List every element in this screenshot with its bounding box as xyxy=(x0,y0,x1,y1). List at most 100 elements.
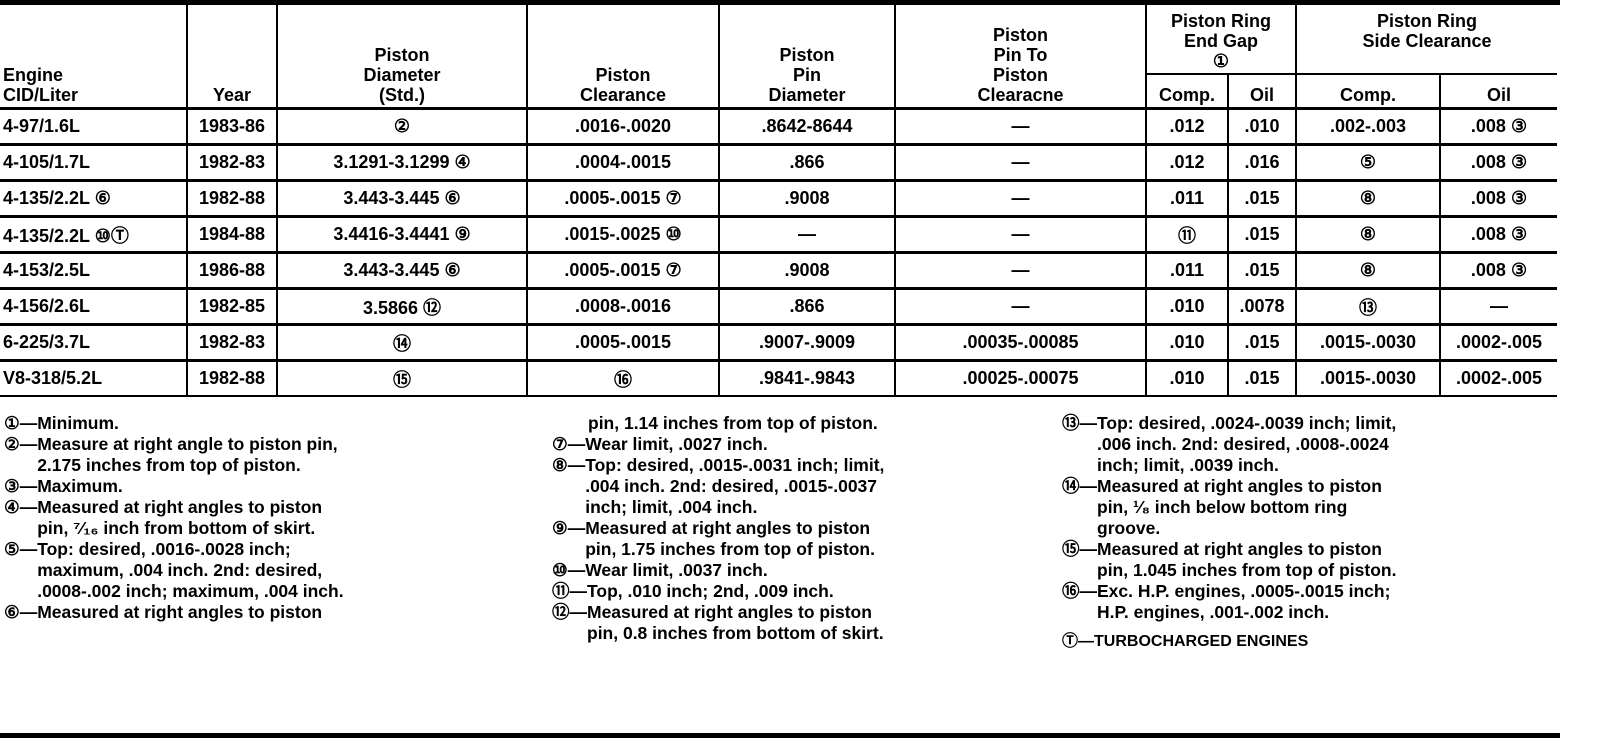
footnote-marker: ③— xyxy=(4,476,38,496)
table-cell: ⑮ xyxy=(276,359,528,397)
table-cell: V8-318/5.2L xyxy=(0,359,188,397)
header-end-gap: Piston Ring End Gap ① xyxy=(1145,5,1297,75)
footnote-marker: ⑥— xyxy=(4,602,38,622)
footnote: ⑦— Wear limit, .0027 inch. xyxy=(552,434,1042,455)
piston-specs-table: Engine CID/Liter Year Piston Diameter (S… xyxy=(0,5,1557,397)
table-cell: .0015-.0030 xyxy=(1295,359,1441,397)
footnote: ⑥— Measured at right angles to piston xyxy=(4,602,524,623)
table-cell: .9008 xyxy=(718,179,896,218)
table-cell: ⑯ xyxy=(526,359,720,397)
table-cell: 1982-85 xyxy=(186,287,278,326)
table-cell: .0002-.005 xyxy=(1439,323,1557,362)
footnotes-column-2: pin, 1.14 inches from top of piston. ⑦— W… xyxy=(552,413,1042,644)
table-cell: .010 xyxy=(1227,107,1297,146)
table-cell: ⑤ xyxy=(1295,143,1441,182)
footnote: ⑨— Measured at right angles to piston pin… xyxy=(552,518,1042,560)
header-end-gap-comp: Comp. xyxy=(1145,73,1229,110)
footnote-text: Measured at right angles to piston pin, … xyxy=(1097,539,1397,580)
table-cell: .0005-.0015 xyxy=(526,323,720,362)
table-cell: .010 xyxy=(1145,359,1229,397)
footnote-marker: ①— xyxy=(4,413,38,433)
footnote: ⑤— Top: desired, .0016-.0028 inch; maximu… xyxy=(4,539,524,602)
header-year: Year xyxy=(186,5,278,110)
table-cell: 1983-86 xyxy=(186,107,278,146)
table-row: 4-105/1.7L 1982-83 3.1291-3.1299 ④ .0004-.0… xyxy=(0,143,1557,182)
table-cell: .0016-.0020 xyxy=(526,107,720,146)
footnote-text: Top: desired, .0024-.0039 inch; limit, .… xyxy=(1097,413,1397,475)
footnote-marker: ④— xyxy=(4,497,38,517)
table-cell: 3.443-3.445 ⑥ xyxy=(276,179,528,218)
table-cell: .012 xyxy=(1145,107,1229,146)
footnote-text: Maximum. xyxy=(37,476,123,496)
table-cell: .00035-.00085 xyxy=(894,323,1147,362)
turbocharged-legend: Ⓣ—TURBOCHARGED ENGINES xyxy=(1062,633,1309,650)
footnote: ⑫— Measured at right angles to piston pin… xyxy=(552,602,1042,644)
table-row: 4-97/1.6L 1983-86 ② .0016-.0020.8642-8644—.… xyxy=(0,107,1557,146)
footnote: ⑮— Measured at right angles to piston pin… xyxy=(1062,539,1560,581)
table-cell: 3.4416-3.4441 ⑨ xyxy=(276,215,528,254)
table-cell: 1986-88 xyxy=(186,251,278,290)
table-cell: 1982-88 xyxy=(186,359,278,397)
table-cell: ⑬ xyxy=(1295,287,1441,326)
table-row: 4-153/2.5L 1986-88 3.443-3.445 ⑥ .0005-.001… xyxy=(0,251,1557,290)
table-cell: — xyxy=(894,143,1147,182)
table-cell: .0004-.0015 xyxy=(526,143,720,182)
footnote: ④— Measured at right angles to piston pin… xyxy=(4,497,524,539)
footnote-marker: ⑫— xyxy=(552,602,587,622)
footnote-marker: ⑭— xyxy=(1062,476,1097,496)
table-cell: .0015-.0030 xyxy=(1295,323,1441,362)
table-cell: .0005-.0015 ⑦ xyxy=(526,251,720,290)
table-cell: 3.443-3.445 ⑥ xyxy=(276,251,528,290)
table-cell: — xyxy=(894,107,1147,146)
footnote-marker: ⑩— xyxy=(552,560,586,580)
footnote-text: Top: desired, .0016-.0028 inch; maximum,… xyxy=(37,539,344,601)
table-cell: .8642-8644 xyxy=(718,107,896,146)
table-cell: — xyxy=(894,215,1147,254)
footnote: ⑭— Measured at right angles to piston pin… xyxy=(1062,476,1560,539)
footnote-text: Measure at right angle to piston pin, 2.… xyxy=(37,434,338,475)
table-cell: 4-105/1.7L xyxy=(0,143,188,182)
table-cell: .9007-.9009 xyxy=(718,323,896,362)
table-cell: 3.1291-3.1299 ④ xyxy=(276,143,528,182)
footnote-text: Top: desired, .0015-.0031 inch; limit, .… xyxy=(585,455,885,517)
table-row: 4-156/2.6L 1982-85 3.5866 ⑫ .0008-.0016.866… xyxy=(0,287,1557,326)
table-cell: ⑧ xyxy=(1295,251,1441,290)
table-cell: .015 xyxy=(1227,323,1297,362)
footnote: ⑬— Top: desired, .0024-.0039 inch; limit,… xyxy=(1062,413,1560,476)
header-pin-diameter: Piston Pin Diameter xyxy=(718,5,896,110)
table-row: 4-135/2.2L ⑥ 1982-88 3.443-3.445 ⑥ .0005-.0… xyxy=(0,179,1557,218)
footnotes-column-3: ⑬— Top: desired, .0024-.0039 inch; limit,… xyxy=(1062,413,1560,652)
table-cell: .015 xyxy=(1227,179,1297,218)
table-cell: .015 xyxy=(1227,251,1297,290)
footnote: ⑯— Exc. H.P. engines, .0005-.0015 inch; H… xyxy=(1062,581,1560,623)
table-row: 6-225/3.7L 1982-83 ⑭ .0005-.0015.9007-.9009… xyxy=(0,323,1557,362)
table-cell: — xyxy=(894,287,1147,326)
table-cell: 3.5866 ⑫ xyxy=(276,287,528,326)
table-cell: .012 xyxy=(1145,143,1229,182)
table-cell: — xyxy=(718,215,896,254)
table-cell: 1984-88 xyxy=(186,215,278,254)
table-cell: ⑧ xyxy=(1295,215,1441,254)
footnote-6-continuation: pin, 1.14 inches from top of piston. xyxy=(588,413,878,433)
table-cell: 1982-88 xyxy=(186,179,278,218)
table-cell: 4-135/2.2L ⑩Ⓣ xyxy=(0,215,188,254)
table-row: 4-135/2.2L ⑩Ⓣ 1984-88 3.4416-3.4441 ⑨ .0015… xyxy=(0,215,1557,254)
footnote-marker: ⑤— xyxy=(4,539,38,559)
table-cell: .015 xyxy=(1227,215,1297,254)
header-piston-clearance: Piston Clearance xyxy=(526,5,720,110)
table-cell: ② xyxy=(276,107,528,146)
top-rule xyxy=(0,0,1560,5)
footnote: ⑩— Wear limit, .0037 inch. xyxy=(552,560,1042,581)
header-pin-to-piston: Piston Pin To Piston Clearacne xyxy=(894,5,1147,110)
table-cell: 4-135/2.2L ⑥ xyxy=(0,179,188,218)
header-piston-diameter: Piston Diameter (Std.) xyxy=(276,5,528,110)
table-cell: 6-225/3.7L xyxy=(0,323,188,362)
table-cell: .0008-.0016 xyxy=(526,287,720,326)
bottom-rule xyxy=(0,733,1560,738)
footnote-text: Measured at right angles to piston xyxy=(37,602,323,622)
footnote-text: Measured at right angles to piston pin, … xyxy=(587,602,884,643)
table-cell: 1982-83 xyxy=(186,143,278,182)
table-cell: .008 ③ xyxy=(1439,143,1557,182)
table-cell: .0015-.0025 ⑩ xyxy=(526,215,720,254)
table-row: V8-318/5.2L 1982-88 ⑮ ⑯ .9841-.9843.00025-.0… xyxy=(0,359,1557,397)
